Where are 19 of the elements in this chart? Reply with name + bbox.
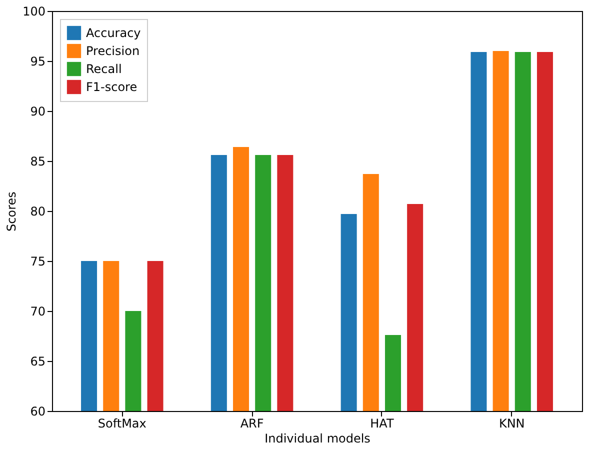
y-tick-label: 75 bbox=[30, 254, 46, 268]
legend-label: Precision bbox=[86, 44, 140, 58]
y-tick-label: 90 bbox=[30, 104, 46, 118]
y-tick-label: 100 bbox=[22, 4, 46, 18]
y-tick-label: 60 bbox=[30, 404, 46, 418]
y-tick-label: 65 bbox=[30, 354, 46, 368]
y-tick-label: 80 bbox=[30, 204, 46, 218]
x-tick-label: SoftMax bbox=[98, 416, 146, 430]
y-axis-title: Scores bbox=[4, 192, 19, 232]
y-tick-label: 95 bbox=[30, 54, 46, 68]
y-tick-label: 70 bbox=[30, 304, 46, 318]
x-axis-title: Individual models bbox=[264, 432, 370, 446]
x-tick-label: ARF bbox=[240, 416, 264, 430]
legend-label: Accuracy bbox=[86, 26, 141, 40]
legend-label: Recall bbox=[86, 62, 122, 76]
x-tick-label: KNN bbox=[498, 416, 525, 430]
y-tick-label: 85 bbox=[30, 154, 46, 168]
legend-label: F1-score bbox=[86, 80, 138, 94]
x-tick-label: HAT bbox=[370, 416, 394, 430]
